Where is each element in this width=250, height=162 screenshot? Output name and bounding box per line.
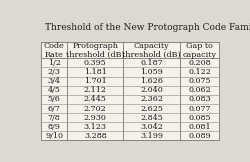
Text: 1.059: 1.059: [140, 68, 163, 76]
Text: 2.040: 2.040: [140, 86, 163, 94]
Text: 2.625: 2.625: [140, 104, 163, 112]
Text: Capacity
threshold (dB): Capacity threshold (dB): [122, 41, 181, 59]
Text: 0.395: 0.395: [84, 59, 107, 67]
Text: 3.123: 3.123: [84, 123, 107, 131]
Text: 1.701: 1.701: [84, 77, 107, 85]
Text: 2.702: 2.702: [84, 104, 107, 112]
Text: 0.122: 0.122: [188, 68, 211, 76]
Text: Gap to
capacity: Gap to capacity: [182, 41, 216, 59]
Text: 2.445: 2.445: [84, 95, 107, 103]
Text: 1/2: 1/2: [48, 59, 60, 67]
Text: 0.062: 0.062: [188, 86, 211, 94]
Text: Code
Rate: Code Rate: [44, 41, 64, 59]
Text: 1.626: 1.626: [140, 77, 163, 85]
Text: 9/10: 9/10: [45, 132, 63, 140]
Text: 0.085: 0.085: [188, 114, 211, 122]
Text: 0.077: 0.077: [188, 104, 211, 112]
Text: 4/5: 4/5: [48, 86, 60, 94]
Text: 0.187: 0.187: [140, 59, 163, 67]
Text: 2.930: 2.930: [84, 114, 107, 122]
Text: 0.075: 0.075: [188, 77, 211, 85]
Text: 3.288: 3.288: [84, 132, 107, 140]
Text: 0.083: 0.083: [188, 95, 211, 103]
Text: 6/7: 6/7: [48, 104, 60, 112]
Text: Threshold of the New Protograph Code Family: Threshold of the New Protograph Code Fam…: [45, 23, 250, 32]
Text: 7/8: 7/8: [48, 114, 60, 122]
Text: 5/6: 5/6: [48, 95, 60, 103]
Text: 2.845: 2.845: [140, 114, 163, 122]
Text: 8/9: 8/9: [48, 123, 60, 131]
Text: 3.042: 3.042: [140, 123, 163, 131]
Text: 2.112: 2.112: [84, 86, 107, 94]
Text: 0.089: 0.089: [188, 132, 211, 140]
Text: 2.362: 2.362: [140, 95, 163, 103]
Text: 3/4: 3/4: [48, 77, 60, 85]
Text: 0.208: 0.208: [188, 59, 211, 67]
Text: 0.081: 0.081: [188, 123, 211, 131]
Text: 1.181: 1.181: [84, 68, 107, 76]
Text: Protograph
threshold (dB): Protograph threshold (dB): [66, 41, 125, 59]
Text: 3.199: 3.199: [140, 132, 163, 140]
Text: 2/3: 2/3: [48, 68, 60, 76]
